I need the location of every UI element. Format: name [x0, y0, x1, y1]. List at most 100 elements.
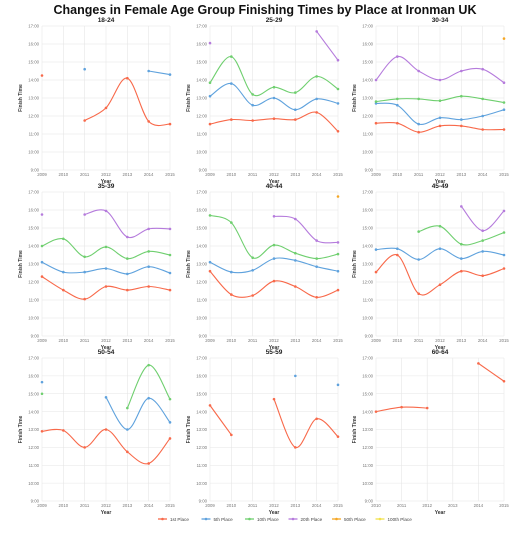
data-point-1st-place	[374, 270, 378, 274]
x-tick-label: 2015	[499, 338, 509, 343]
y-tick-label: 12:00	[28, 445, 39, 450]
data-point-1st-place	[315, 296, 318, 299]
y-tick-label: 12:00	[196, 445, 207, 450]
x-tick-label: 2013	[123, 503, 133, 508]
data-point-20th-place	[502, 209, 506, 213]
data-point-1st-place	[374, 410, 378, 413]
data-point-1st-place	[40, 74, 44, 77]
legend-marker-100th-place	[378, 517, 382, 521]
y-tick-label: 16:00	[196, 374, 207, 379]
x-tick-label: 2014	[144, 503, 154, 508]
y-tick-label: 12:00	[196, 114, 207, 119]
panel-55-59: 55-59 9:00 10:00 11:00 12:00 13:00 14:00 15:00 1…	[186, 349, 343, 516]
data-point-5th-place	[272, 257, 276, 260]
x-axis-label: Year	[101, 510, 112, 516]
data-point-1st-place	[168, 288, 172, 292]
data-point-5th-place	[336, 269, 340, 273]
x-tick-label: 2014	[144, 172, 154, 177]
x-tick-label: 2013	[457, 172, 467, 177]
y-tick-label: 9:00	[365, 168, 374, 173]
panel-title: 40-44	[266, 183, 283, 190]
panel-30-34: 30-34 9:00 10:00 11:00 12:00 13:00 14:00 15:00 1…	[352, 17, 509, 185]
x-tick-label: 2012	[435, 172, 445, 177]
data-point-1st-place	[147, 120, 150, 123]
x-tick-label: 2014	[144, 338, 154, 343]
y-axis-label: Finish Time	[352, 84, 358, 112]
y-tick-label: 10:00	[28, 150, 39, 155]
data-point-10th-place	[502, 101, 506, 104]
data-point-1st-place	[83, 119, 86, 122]
x-tick-label: 2011	[80, 172, 90, 177]
data-point-1st-place	[147, 285, 150, 288]
data-point-10th-place	[208, 214, 212, 217]
y-axis-label: Finish Time	[18, 84, 24, 112]
data-point-20th-place	[315, 30, 318, 33]
data-point-1st-place	[104, 106, 108, 110]
data-point-20th-place	[396, 55, 399, 58]
data-point-10th-place	[168, 253, 172, 257]
x-axis-label: Year	[435, 510, 446, 516]
data-point-5th-place	[336, 383, 340, 387]
y-tick-label: 16:00	[362, 208, 373, 213]
x-tick-label: 2015	[333, 503, 343, 508]
y-tick-label: 15:00	[28, 60, 39, 65]
y-tick-label: 9:00	[365, 499, 374, 504]
data-point-1st-place	[438, 283, 442, 287]
data-point-20th-place	[481, 229, 484, 232]
data-point-1st-place	[272, 397, 276, 401]
data-point-5th-place	[147, 265, 150, 269]
y-tick-label: 9:00	[31, 334, 40, 339]
x-axis-label: Year	[101, 345, 112, 351]
data-point-10th-place	[481, 97, 484, 101]
data-point-10th-place	[230, 55, 233, 58]
data-point-10th-place	[208, 81, 212, 84]
legend-marker-20th-place	[291, 517, 295, 521]
data-point-10th-place	[251, 93, 254, 96]
panel-60-64: 60-64 9:00 10:00 11:00 12:00 13:00 14:00 15:00 1…	[352, 349, 509, 516]
y-tick-label: 11:00	[363, 463, 374, 468]
x-axis-label: Year	[269, 345, 280, 351]
series-line-20th-place	[316, 31, 339, 61]
data-point-1st-place	[294, 285, 297, 288]
data-point-20th-place	[208, 41, 212, 45]
y-tick-label: 12:00	[362, 114, 373, 119]
y-tick-label: 9:00	[199, 168, 208, 173]
x-tick-label: 2015	[165, 503, 175, 508]
y-tick-label: 10:00	[196, 150, 207, 155]
x-tick-label: 2010	[59, 172, 69, 177]
data-point-10th-place	[272, 85, 276, 89]
y-tick-label: 13:00	[196, 262, 207, 267]
y-axis-label: Finish Time	[18, 415, 24, 443]
data-point-10th-place	[336, 87, 340, 91]
y-tick-label: 13:00	[196, 427, 207, 432]
legend-label-20th-place: 20th Place	[301, 517, 323, 522]
data-point-10th-place	[251, 256, 254, 260]
data-point-5th-place	[168, 271, 172, 275]
x-tick-label: 2015	[333, 172, 343, 177]
x-tick-label: 2013	[291, 338, 301, 343]
y-tick-label: 15:00	[28, 226, 39, 231]
y-tick-label: 9:00	[31, 499, 40, 504]
legend-label-50th-place: 50th Place	[344, 517, 366, 522]
data-point-1st-place	[294, 118, 297, 121]
y-tick-label: 16:00	[196, 208, 207, 213]
data-point-5th-place	[126, 272, 129, 276]
data-point-1st-place	[315, 417, 318, 421]
x-tick-label: 2011	[397, 503, 407, 508]
data-point-5th-place	[417, 122, 420, 126]
data-point-5th-place	[272, 96, 276, 100]
data-point-5th-place	[438, 247, 442, 250]
data-point-10th-place	[294, 251, 297, 255]
data-point-10th-place	[315, 257, 318, 260]
y-tick-label: 14:00	[196, 78, 207, 83]
x-tick-label: 2013	[448, 503, 458, 508]
y-tick-label: 10:00	[28, 481, 39, 486]
data-point-50th-place	[502, 37, 506, 40]
data-point-10th-place	[315, 75, 318, 78]
y-tick-label: 17:00	[362, 190, 373, 195]
data-point-1st-place	[104, 428, 108, 431]
data-point-1st-place	[208, 404, 212, 407]
x-axis-label: Year	[101, 179, 112, 185]
y-tick-label: 14:00	[28, 78, 39, 83]
